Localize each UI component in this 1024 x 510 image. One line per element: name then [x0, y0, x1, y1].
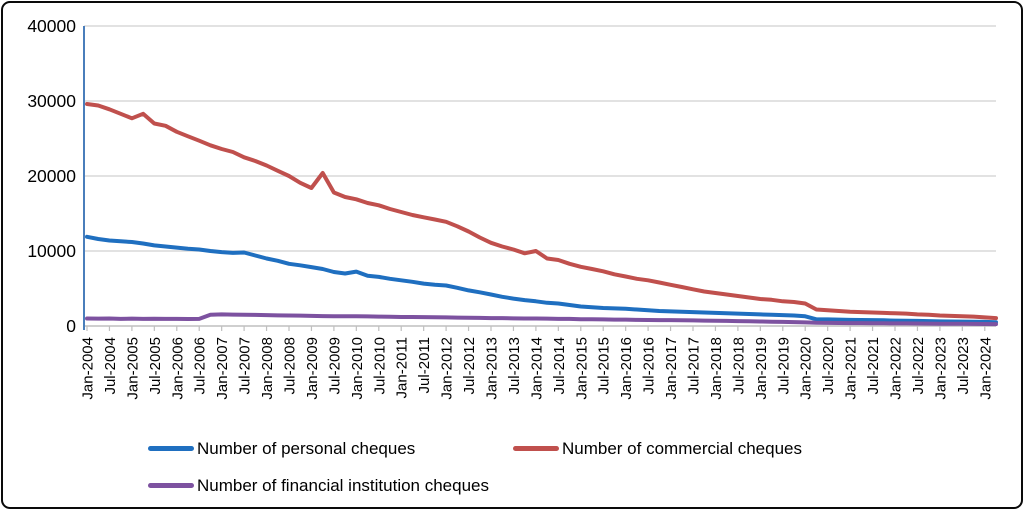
- svg-text:Jan-2018: Jan-2018: [708, 337, 725, 400]
- svg-text:Jul-2023: Jul-2023: [955, 337, 972, 395]
- svg-text:Jul-2021: Jul-2021: [865, 337, 882, 395]
- svg-text:30000: 30000: [27, 91, 76, 111]
- svg-text:Jan-2007: Jan-2007: [214, 337, 231, 400]
- svg-text:Jan-2020: Jan-2020: [798, 337, 815, 400]
- svg-text:Jan-2006: Jan-2006: [169, 337, 186, 400]
- svg-text:Jul-2015: Jul-2015: [596, 337, 613, 395]
- svg-text:Jan-2008: Jan-2008: [259, 337, 276, 400]
- svg-text:10000: 10000: [27, 241, 76, 261]
- legend-item-commercial-cheques: Number of commercial cheques: [513, 439, 802, 459]
- svg-text:Jan-2019: Jan-2019: [753, 337, 770, 400]
- svg-text:Jan-2005: Jan-2005: [124, 337, 141, 400]
- legend-row-1: Number of personal cheques Number of com…: [148, 430, 802, 467]
- svg-text:Jul-2019: Jul-2019: [775, 337, 792, 395]
- svg-text:Jan-2012: Jan-2012: [439, 337, 456, 400]
- legend-label-financial-institution-cheques: Number of financial institution cheques: [197, 475, 489, 495]
- svg-text:Jul-2006: Jul-2006: [192, 337, 209, 395]
- svg-text:Jul-2009: Jul-2009: [326, 337, 343, 395]
- svg-text:Jan-2009: Jan-2009: [304, 337, 321, 400]
- svg-text:Jul-2005: Jul-2005: [147, 337, 164, 395]
- legend-label-personal-cheques: Number of personal cheques: [197, 438, 416, 458]
- svg-text:Jul-2020: Jul-2020: [820, 337, 837, 395]
- svg-text:Jan-2021: Jan-2021: [843, 337, 860, 400]
- svg-text:Jan-2015: Jan-2015: [573, 337, 590, 400]
- svg-text:Jul-2017: Jul-2017: [686, 337, 703, 395]
- legend-swatch-commercial-cheques: [513, 446, 559, 451]
- svg-text:Jul-2004: Jul-2004: [102, 337, 119, 395]
- svg-text:Jul-2022: Jul-2022: [910, 337, 927, 395]
- svg-text:Jul-2007: Jul-2007: [237, 337, 254, 395]
- svg-text:Jan-2011: Jan-2011: [394, 337, 411, 398]
- legend-row-2: Number of financial institution cheques: [148, 467, 802, 504]
- svg-text:Jan-2022: Jan-2022: [888, 337, 905, 400]
- legend-item-personal-cheques: Number of personal cheques: [148, 439, 513, 459]
- svg-text:Jan-2016: Jan-2016: [618, 337, 635, 400]
- svg-text:Jan-2010: Jan-2010: [349, 337, 366, 400]
- svg-text:Jul-2014: Jul-2014: [551, 337, 568, 395]
- svg-text:Jul-2018: Jul-2018: [730, 337, 747, 395]
- chart-legend: Number of personal cheques Number of com…: [148, 430, 802, 504]
- svg-text:Jan-2023: Jan-2023: [932, 337, 949, 400]
- svg-text:Jul-2012: Jul-2012: [461, 337, 478, 395]
- svg-text:Jul-2010: Jul-2010: [371, 337, 388, 395]
- svg-text:Jul-2011: Jul-2011: [416, 337, 433, 393]
- svg-text:Jul-2016: Jul-2016: [641, 337, 658, 395]
- legend-label-commercial-cheques: Number of commercial cheques: [562, 438, 802, 458]
- svg-text:Jan-2017: Jan-2017: [663, 337, 680, 400]
- svg-text:Jul-2013: Jul-2013: [506, 337, 523, 395]
- legend-item-financial-institution-cheques: Number of financial institution cheques: [148, 476, 513, 496]
- svg-text:Jan-2024: Jan-2024: [977, 337, 994, 400]
- svg-text:20000: 20000: [27, 166, 76, 186]
- svg-text:Jul-2008: Jul-2008: [282, 337, 299, 395]
- legend-swatch-personal-cheques: [148, 446, 194, 451]
- svg-text:Jan-2013: Jan-2013: [484, 337, 501, 400]
- legend-swatch-financial-institution-cheques: [148, 483, 194, 488]
- svg-text:40000: 40000: [27, 16, 76, 36]
- svg-text:0: 0: [66, 316, 76, 336]
- svg-text:Jan-2014: Jan-2014: [528, 337, 545, 400]
- svg-text:Jan-2004: Jan-2004: [80, 337, 97, 400]
